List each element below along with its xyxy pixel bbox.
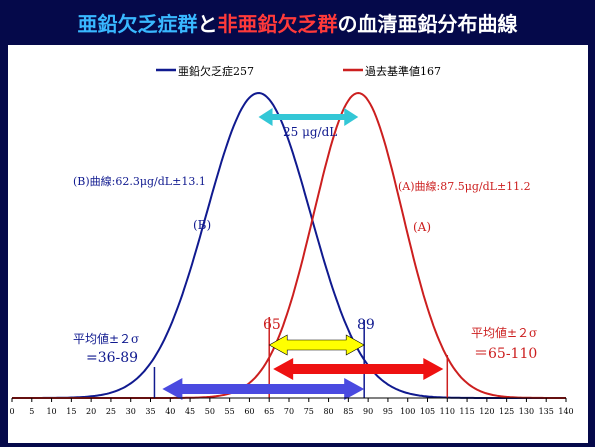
chart-panel: 亜鉛欠乏症257 過去基準値167 25 μg/dL (B)曲線:62.3μg/… <box>8 45 588 443</box>
x-tick-label: 90 <box>363 407 373 416</box>
x-tick-label: 25 <box>106 407 116 416</box>
b-range-arrow <box>162 378 365 400</box>
x-tick-label: 60 <box>244 407 254 416</box>
diff-label: 25 μg/dL <box>283 125 337 139</box>
x-tick-label: 30 <box>126 407 136 416</box>
x-tick-label: 50 <box>205 407 215 416</box>
x-tick-label: 110 <box>440 407 455 416</box>
a-curve-label: (A)曲線:87.5μg/dL±11.2 <box>398 179 531 193</box>
x-tick-label: 100 <box>400 407 415 416</box>
b-range-label: 平均値±２σ <box>73 331 139 346</box>
overlap-arrow <box>268 334 365 356</box>
x-tick-label: 75 <box>304 407 314 416</box>
b-curve-tag: (B) <box>193 218 211 232</box>
slide-title: 亜鉛欠乏症群と非亜鉛欠乏群の血清亜鉛分布曲線 <box>0 8 595 37</box>
a-range-label: 平均値±２σ <box>471 325 537 340</box>
x-tick-label: 45 <box>185 407 195 416</box>
x-tick-label: 10 <box>46 407 56 416</box>
x-tick-label: 85 <box>343 407 353 416</box>
b-range-value: =36-89 <box>86 350 138 366</box>
legend: 亜鉛欠乏症257 過去基準値167 <box>156 64 441 78</box>
legend-label-b: 亜鉛欠乏症257 <box>178 64 254 78</box>
x-tick-label: 40 <box>165 407 175 416</box>
b-curve-label: (B)曲線:62.3μg/dL±13.1 <box>73 174 206 188</box>
a-range-value: ＝65-110 <box>474 346 537 362</box>
x-tick-label: 35 <box>145 407 155 416</box>
x-tick-label: 65 <box>264 407 274 416</box>
x-tick-label: 135 <box>539 407 554 416</box>
title-part-1: 亜鉛欠乏症群 <box>77 12 198 36</box>
x-tick-label: 80 <box>323 407 333 416</box>
x-tick-label: 130 <box>519 407 534 416</box>
x-tick-label: 140 <box>558 407 573 416</box>
a-range-arrow <box>273 358 444 380</box>
x-tick-label: 15 <box>66 407 76 416</box>
x-tick-label: 95 <box>383 407 393 416</box>
x-tick-label: 125 <box>499 407 514 416</box>
x-tick-label: 0 <box>9 407 14 416</box>
title-part-3: 非亜鉛欠乏群 <box>217 12 338 36</box>
x-axis-ticks: 0 5 10 15 20 25 30 35 40 45 50 55 60 65 70 75 80 85 90 95 10… <box>9 398 574 416</box>
x-tick-label: 55 <box>225 407 235 416</box>
title-part-2: と <box>197 12 218 36</box>
legend-label-a: 過去基準値167 <box>365 64 441 78</box>
a-curve-tag: (A) <box>413 220 431 234</box>
x-tick-label: 20 <box>86 407 96 416</box>
diff-arrow <box>258 108 359 126</box>
x-tick-label: 70 <box>284 407 294 416</box>
x-tick-label: 120 <box>479 407 494 416</box>
distribution-chart: 亜鉛欠乏症257 過去基準値167 25 μg/dL (B)曲線:62.3μg/… <box>9 64 574 416</box>
overlap-high-label: 89 <box>357 317 375 333</box>
x-tick-label: 105 <box>420 407 435 416</box>
x-tick-label: 5 <box>29 407 34 416</box>
x-tick-label: 115 <box>459 407 474 416</box>
title-part-4: の血清亜鉛分布曲線 <box>337 12 518 36</box>
overlap-low-label: 65 <box>263 317 281 333</box>
